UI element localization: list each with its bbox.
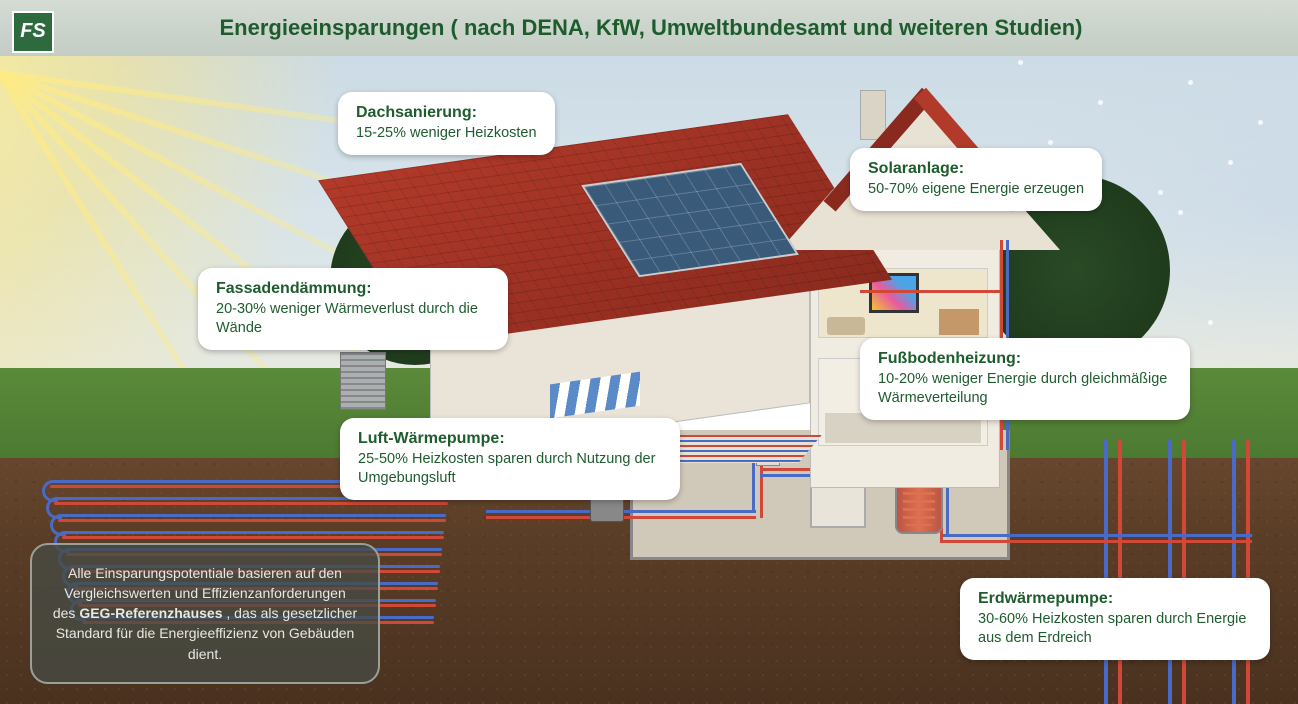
logo-badge: FS xyxy=(12,11,54,53)
callout-solaranlage: Solaranlage: 50-70% eigene Energie erzeu… xyxy=(850,148,1102,211)
callout-text: 25-50% Heizkosten sparen durch Nutzung d… xyxy=(358,450,662,488)
pipe-cold xyxy=(940,534,1252,537)
callout-heading: Solaranlage: xyxy=(868,160,1084,178)
callout-dachsanierung: Dachsanierung: 15-25% weniger Heizkosten xyxy=(338,92,555,155)
callout-text: 50-70% eigene Energie erzeugen xyxy=(868,180,1084,199)
header-bar: FS Energieeinsparungen ( nach DENA, KfW,… xyxy=(0,0,1298,56)
air-heatpump-unit xyxy=(340,352,386,410)
callout-heading: Dachsanierung: xyxy=(356,104,537,122)
callout-text: 30-60% Heizkosten sparen durch Energie a… xyxy=(978,610,1252,648)
info-disclaimer-box: Alle Einsparungspotentiale basieren auf … xyxy=(30,543,380,684)
callout-erdwaermepumpe: Erdwärmepumpe: 30-60% Heizkosten sparen … xyxy=(960,578,1270,660)
callout-heading: Fassadendämmung: xyxy=(216,280,490,298)
shelf-icon xyxy=(939,309,979,335)
callout-heading: Luft-Wärmepumpe: xyxy=(358,430,662,448)
info-text-bold: GEG-Referenzhauses xyxy=(79,605,222,621)
callout-luft-waermepumpe: Luft-Wärmepumpe: 25-50% Heizkosten spare… xyxy=(340,418,680,500)
pipe-hot xyxy=(940,540,1252,543)
ground-junction-box xyxy=(590,496,624,522)
callout-heading: Fußbodenheizung: xyxy=(878,350,1172,368)
pipe-hot xyxy=(860,290,1002,293)
sofa-icon xyxy=(827,317,865,335)
callout-text: 15-25% weniger Heizkosten xyxy=(356,124,537,143)
callout-fassadendaemmung: Fassadendämmung: 20-30% weniger Wärmever… xyxy=(198,268,508,350)
callout-text: 10-20% weniger Energie durch gleichmäßig… xyxy=(878,370,1172,408)
callout-heading: Erdwärmepumpe: xyxy=(978,590,1252,608)
callout-text: 20-30% weniger Wärmeverlust durch die Wä… xyxy=(216,300,490,338)
callout-fussbodenheizung: Fußbodenheizung: 10-20% weniger Energie … xyxy=(860,338,1190,420)
page-title: Energieeinsparungen ( nach DENA, KfW, Um… xyxy=(54,15,1298,41)
